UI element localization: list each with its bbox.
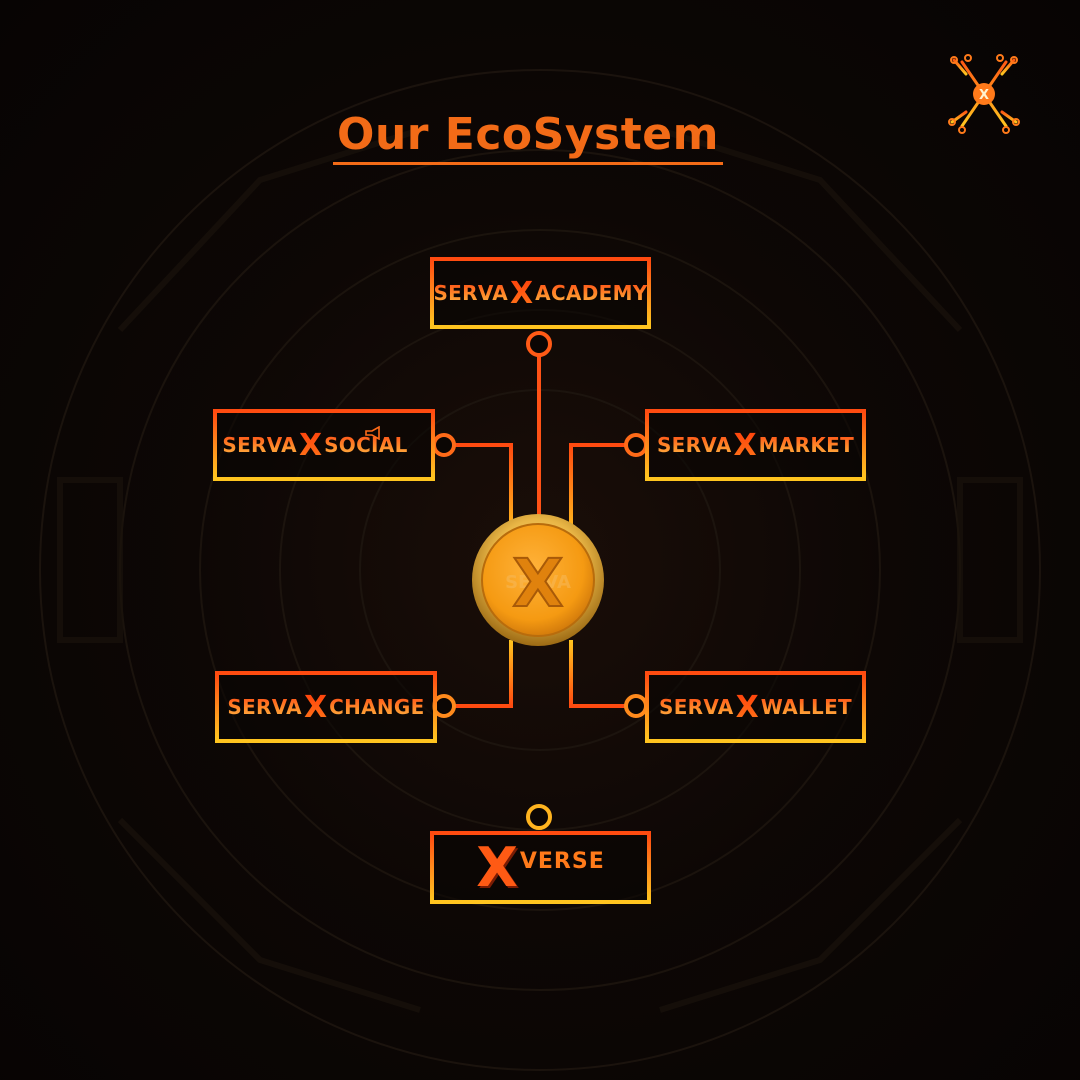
node-servax-wallet: SERVA X WALLET <box>645 671 866 743</box>
node-change-x: X <box>303 689 328 725</box>
connector-node-xverse <box>526 804 552 830</box>
connector-node-change <box>432 694 456 718</box>
servax-coin: SERVA X <box>472 514 604 646</box>
coin-watermark: SERVA <box>505 572 571 593</box>
node-change-suffix: CHANGE <box>329 695 425 719</box>
node-servax-market: SERVA X MARKET <box>645 409 866 481</box>
node-servax-social: SERVA X SOCIAL <box>213 409 435 481</box>
connector-node-market <box>624 433 648 457</box>
node-change-prefix: SERVA <box>227 695 302 719</box>
connector-wallet <box>569 640 626 708</box>
node-academy-suffix: ACADEMY <box>535 281 648 305</box>
node-social-prefix: SERVA <box>222 433 297 457</box>
brand-x-logo-icon: X <box>948 54 1020 134</box>
node-wallet-prefix: SERVA <box>659 695 734 719</box>
node-social-suffix: SOCIAL <box>324 433 408 457</box>
node-academy-prefix: SERVA <box>433 281 509 305</box>
node-market-suffix: MARKET <box>758 433 855 457</box>
node-wallet-x: X <box>735 689 759 725</box>
connector-social <box>454 443 513 540</box>
node-social-x: X <box>298 427 323 463</box>
node-market-x: X <box>733 427 757 463</box>
connector-node-wallet <box>624 694 648 718</box>
page-title: Our EcoSystem <box>333 110 723 165</box>
node-xverse: X VERSE <box>430 831 651 904</box>
svg-text:X: X <box>979 88 989 103</box>
connector-change <box>455 640 513 708</box>
megaphone-icon <box>364 426 380 440</box>
connector-node-social <box>432 433 456 457</box>
connector-market <box>569 443 626 540</box>
connector-node-academy <box>526 331 552 357</box>
node-xverse-x: X <box>476 835 518 899</box>
node-servax-academy: SERVA X ACADEMY <box>430 257 651 329</box>
node-market-prefix: SERVA <box>656 433 732 457</box>
node-wallet-suffix: WALLET <box>760 695 852 719</box>
node-xverse-suffix: VERSE <box>519 849 605 874</box>
node-servax-change: SERVA X CHANGE <box>215 671 437 743</box>
coin-x-letter: X <box>513 545 564 622</box>
node-academy-x: X <box>510 275 534 311</box>
